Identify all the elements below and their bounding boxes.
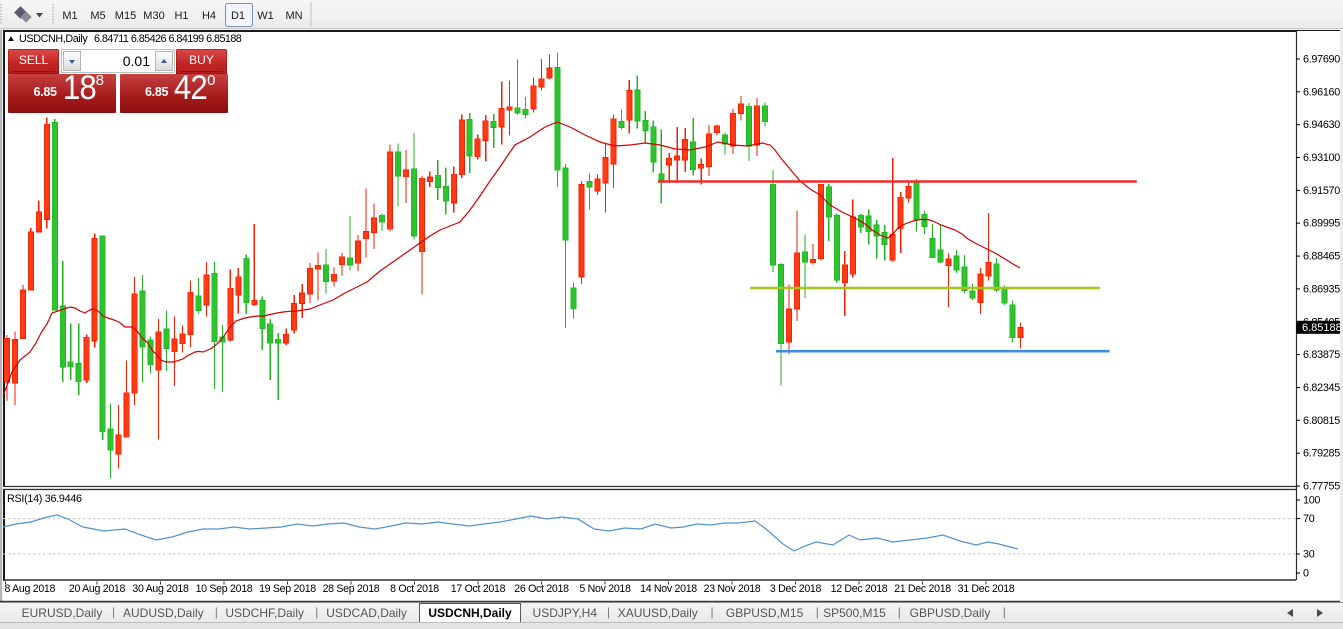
svg-text:6.79285: 6.79285 (1303, 448, 1340, 460)
svg-text:H4: H4 (202, 10, 216, 22)
svg-text:17 Oct 2018: 17 Oct 2018 (451, 583, 506, 595)
svg-text:6.94630: 6.94630 (1303, 119, 1340, 131)
svg-text:M15: M15 (115, 10, 136, 22)
svg-text:6.93100: 6.93100 (1303, 152, 1340, 164)
svg-text:6.88465: 6.88465 (1303, 251, 1340, 263)
svg-text:0: 0 (1303, 568, 1309, 580)
svg-text:10 Sep 2018: 10 Sep 2018 (196, 583, 253, 595)
svg-text:6.80815: 6.80815 (1303, 415, 1340, 427)
svg-text:26 Oct 2018: 26 Oct 2018 (514, 583, 569, 595)
svg-text:30 Aug 2018: 30 Aug 2018 (132, 583, 189, 595)
svg-text:6.85188: 6.85188 (1302, 322, 1342, 334)
svg-text:3 Dec 2018: 3 Dec 2018 (770, 583, 822, 595)
svg-text:20 Aug 2018: 20 Aug 2018 (69, 583, 126, 595)
svg-text:28 Sep 2018: 28 Sep 2018 (323, 583, 380, 595)
svg-text:H1: H1 (174, 10, 188, 22)
svg-text:6.84711 6.85426 6.84199 6.8518: 6.84711 6.85426 6.84199 6.85188 (94, 33, 242, 45)
svg-text:M5: M5 (90, 10, 105, 22)
svg-text:8 Aug 2018: 8 Aug 2018 (5, 583, 56, 595)
svg-text:6.96160: 6.96160 (1303, 86, 1340, 98)
svg-text:70: 70 (1303, 513, 1315, 525)
svg-text:31 Dec 2018: 31 Dec 2018 (958, 583, 1015, 595)
svg-text:6.82345: 6.82345 (1303, 382, 1340, 394)
svg-text:USDCNH,Daily: USDCNH,Daily (19, 33, 88, 45)
svg-text:6.83875: 6.83875 (1303, 349, 1340, 361)
svg-text:W1: W1 (257, 10, 274, 22)
svg-text:8 Oct 2018: 8 Oct 2018 (390, 583, 439, 595)
svg-text:12 Dec 2018: 12 Dec 2018 (831, 583, 888, 595)
svg-text:100: 100 (1303, 495, 1320, 507)
svg-text:6.97690: 6.97690 (1303, 54, 1340, 66)
svg-text:6.86935: 6.86935 (1303, 283, 1340, 295)
svg-text:6.89995: 6.89995 (1303, 218, 1340, 230)
svg-text:RSI(14) 36.9446: RSI(14) 36.9446 (7, 493, 82, 505)
svg-text:6.77755: 6.77755 (1303, 481, 1340, 493)
svg-text:23 Nov 2018: 23 Nov 2018 (704, 583, 761, 595)
svg-text:M1: M1 (62, 10, 77, 22)
svg-text:19 Sep 2018: 19 Sep 2018 (259, 583, 316, 595)
svg-text:21 Dec 2018: 21 Dec 2018 (894, 583, 951, 595)
svg-text:MN: MN (285, 10, 302, 22)
svg-text:30: 30 (1303, 549, 1315, 561)
svg-text:5 Nov 2018: 5 Nov 2018 (579, 583, 631, 595)
svg-text:M30: M30 (143, 10, 164, 22)
svg-text:6.91570: 6.91570 (1303, 185, 1340, 197)
svg-text:D1: D1 (231, 10, 245, 22)
svg-text:14 Nov 2018: 14 Nov 2018 (640, 583, 697, 595)
